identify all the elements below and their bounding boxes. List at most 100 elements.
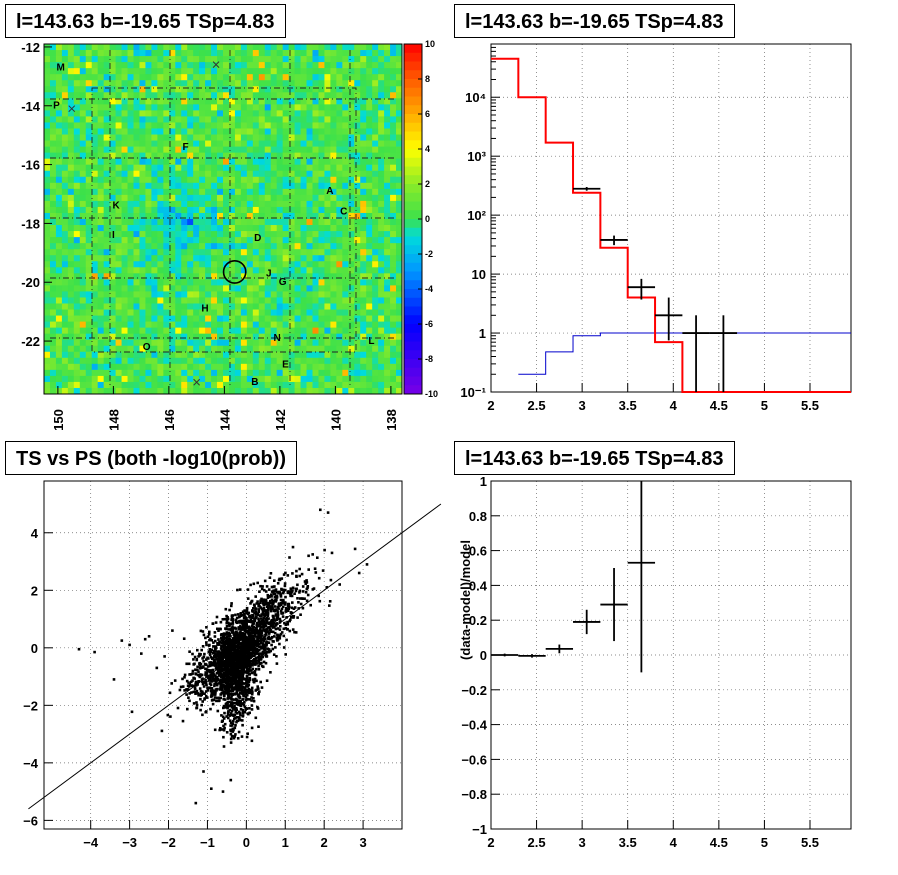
scatter-point	[246, 693, 249, 697]
scatter-point	[209, 677, 212, 681]
scatter-point	[217, 629, 220, 632]
scatter-point	[289, 594, 292, 598]
scatter-point	[256, 705, 259, 709]
scatter-point	[262, 624, 265, 628]
scatter-point	[250, 647, 254, 650]
scatter-point	[220, 728, 224, 731]
scatter-point	[285, 638, 288, 642]
scatter-point	[290, 616, 293, 619]
scatter-point	[288, 619, 291, 623]
scatter-point	[230, 724, 234, 727]
scatter-point	[229, 628, 233, 632]
scatter-point	[247, 691, 250, 695]
scatter-point	[283, 621, 286, 625]
scatter-point	[259, 658, 263, 661]
scatter-point	[231, 692, 235, 695]
scatter-point	[252, 630, 255, 634]
scatter-point	[213, 679, 216, 682]
scatter-point	[241, 657, 244, 660]
scatter-point	[211, 698, 215, 702]
map-source-label: J	[266, 268, 272, 279]
scatter-point	[220, 669, 224, 673]
scatter-point	[223, 690, 226, 693]
scatter-point	[140, 652, 143, 655]
scatter-point	[193, 655, 197, 659]
scatter-point	[225, 703, 229, 707]
scatter-point	[231, 682, 235, 686]
scatter-point	[220, 686, 224, 689]
scatter-point	[227, 628, 230, 631]
scatter-point	[202, 655, 205, 659]
scatter-point	[281, 605, 285, 609]
scatter-point	[235, 698, 239, 702]
scatter-point	[233, 705, 236, 708]
scatter-point	[130, 710, 134, 714]
scatter-point	[210, 679, 213, 682]
spectrum-x-tick-label: 3.5	[619, 398, 637, 413]
scatter-point	[218, 688, 222, 691]
scatter-point	[255, 651, 259, 655]
scatter-point	[277, 634, 281, 638]
scatter-point	[234, 618, 238, 622]
scatter-point	[257, 629, 260, 632]
map-x-tick-label: 146	[162, 409, 177, 431]
scatter-point	[284, 623, 288, 626]
scatter-point	[275, 622, 279, 625]
scatter-point	[243, 705, 247, 709]
scatter-point	[220, 667, 223, 671]
scatter-point	[239, 624, 242, 628]
scatter-point	[253, 653, 257, 656]
scatter-point	[238, 684, 242, 688]
scatter-point	[222, 632, 226, 635]
scatter-point	[295, 574, 298, 578]
scatter-point	[204, 710, 207, 714]
scatter-point	[273, 595, 277, 599]
scatter-point	[265, 622, 268, 625]
scatter-point	[232, 719, 235, 723]
colorbar-tick-label: 4	[425, 144, 430, 154]
scatter-point	[235, 621, 239, 625]
scatter-point	[234, 733, 237, 736]
scatter-point	[225, 656, 229, 659]
scatter-point	[248, 616, 252, 619]
scatter-point	[268, 576, 272, 579]
scatter-point	[297, 601, 300, 604]
scatter-point	[263, 579, 267, 583]
scatter-point	[221, 661, 225, 665]
scatter-point	[244, 640, 247, 644]
scatter-point	[223, 711, 226, 715]
scatter-reference-line	[28, 503, 442, 810]
scatter-point	[213, 728, 217, 732]
scatter-point	[215, 664, 218, 668]
scatter-point	[260, 634, 263, 637]
scatter-point	[187, 696, 190, 699]
scatter-point	[301, 590, 305, 593]
scatter-point	[226, 690, 230, 694]
scatter-point	[245, 625, 248, 628]
scatter-point	[236, 654, 240, 658]
scatter-point	[246, 644, 249, 648]
scatter-point	[225, 731, 229, 734]
scatter-point	[235, 708, 238, 712]
scatter-point	[181, 677, 184, 681]
scatter-point	[188, 682, 192, 686]
scatter-point	[288, 629, 292, 633]
scatter-point	[246, 683, 249, 686]
scatter-point	[270, 607, 273, 611]
scatter-point	[258, 628, 262, 632]
scatter-point	[230, 638, 233, 642]
scatter-point	[229, 649, 232, 652]
scatter-point	[219, 686, 222, 689]
scatter-point	[229, 679, 232, 683]
scatter-point	[228, 652, 231, 655]
scatter-point	[248, 636, 252, 640]
scatter-point	[220, 638, 223, 641]
scatter-point	[278, 617, 282, 621]
scatter-point	[291, 545, 295, 549]
scatter-point	[221, 657, 224, 660]
scatter-point	[208, 676, 212, 679]
scatter-point	[237, 662, 240, 665]
scatter-point	[218, 659, 222, 662]
map-source-label: M	[56, 62, 64, 73]
scatter-point	[215, 675, 219, 679]
